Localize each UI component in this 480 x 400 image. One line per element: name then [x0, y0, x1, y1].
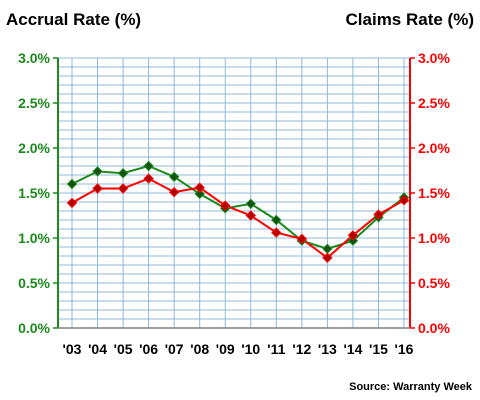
- accrual-point: [143, 160, 154, 172]
- claims-point: [322, 252, 333, 264]
- claims-point: [66, 197, 78, 209]
- accrual-point: [117, 167, 129, 179]
- x-tick-label: '11: [267, 341, 285, 357]
- grid-lines: [58, 57, 410, 329]
- accrual-point: [92, 166, 103, 177]
- x-tick-label: '03: [63, 341, 82, 357]
- claims-point: [373, 209, 384, 220]
- accrual-point: [194, 188, 205, 200]
- claims-point: [347, 230, 359, 241]
- right-tick-label: 0.5%: [418, 275, 450, 291]
- left-tick-label: 1.5%: [18, 185, 50, 201]
- claims-point: [168, 186, 180, 198]
- right-tick-label: 1.0%: [418, 230, 450, 246]
- claims-point: [245, 210, 256, 221]
- right-tick-label: 0.0%: [418, 320, 450, 336]
- x-tick-label: '04: [88, 341, 107, 357]
- left-axis-title: Accrual Rate (%): [6, 10, 141, 29]
- accrual-point: [322, 243, 333, 255]
- right-tick-label: 2.0%: [418, 140, 450, 156]
- claims-point: [143, 173, 154, 184]
- left-tick-label: 0.5%: [18, 275, 50, 291]
- right-tick-label: 3.0%: [418, 50, 450, 66]
- accrual-point: [347, 235, 359, 246]
- x-tick-label: '15: [369, 341, 388, 357]
- accrual-line: [71, 164, 405, 250]
- x-tick-label: '09: [216, 341, 235, 357]
- x-tick-label: '16: [395, 341, 414, 357]
- left-tick-label: 1.0%: [18, 230, 50, 246]
- claims-point: [296, 233, 308, 245]
- accrual-point: [66, 178, 78, 190]
- claims-point: [220, 200, 231, 211]
- left-tick-label: 3.0%: [18, 50, 50, 66]
- claims-point: [117, 183, 129, 194]
- claims-point: [271, 227, 282, 238]
- series-layer: [66, 160, 410, 264]
- accrual-point: [245, 198, 256, 210]
- left-tick-label: 2.5%: [18, 95, 50, 111]
- claims-point: [92, 183, 103, 194]
- right-tick-label: 1.5%: [418, 185, 450, 201]
- right-axis-ticks: 0.0% 0.5% 1.0% 1.5% 2.0% 2.5% 3.0%: [418, 50, 450, 336]
- x-tick-label: '10: [241, 341, 260, 357]
- x-tick-label: '06: [139, 341, 158, 357]
- claims-line: [71, 177, 405, 260]
- x-tick-label: '07: [165, 341, 184, 357]
- axes: [53, 57, 415, 329]
- x-axis-ticks: '03 '04 '05 '06 '07 '08 '09 '10 '11 '12 '13 '14 '15 '…: [63, 341, 414, 357]
- source-note: Source: Warranty Week: [349, 381, 473, 393]
- left-tick-label: 0.0%: [18, 320, 50, 336]
- left-tick-label: 2.0%: [18, 140, 50, 156]
- x-tick-label: '08: [190, 341, 209, 357]
- right-axis-title: Claims Rate (%): [346, 10, 474, 29]
- accrual-point: [168, 171, 180, 183]
- x-tick-label: '14: [343, 341, 362, 357]
- left-axis-ticks: 0.0% 0.5% 1.0% 1.5% 2.0% 2.5% 3.0%: [18, 50, 50, 336]
- claims-point: [194, 182, 205, 193]
- x-tick-label: '13: [318, 341, 337, 357]
- x-tick-label: '12: [292, 341, 311, 357]
- x-tick-label: '05: [114, 341, 133, 357]
- accrual-point: [271, 214, 282, 226]
- claims-point: [398, 194, 410, 206]
- right-tick-label: 2.5%: [418, 95, 450, 111]
